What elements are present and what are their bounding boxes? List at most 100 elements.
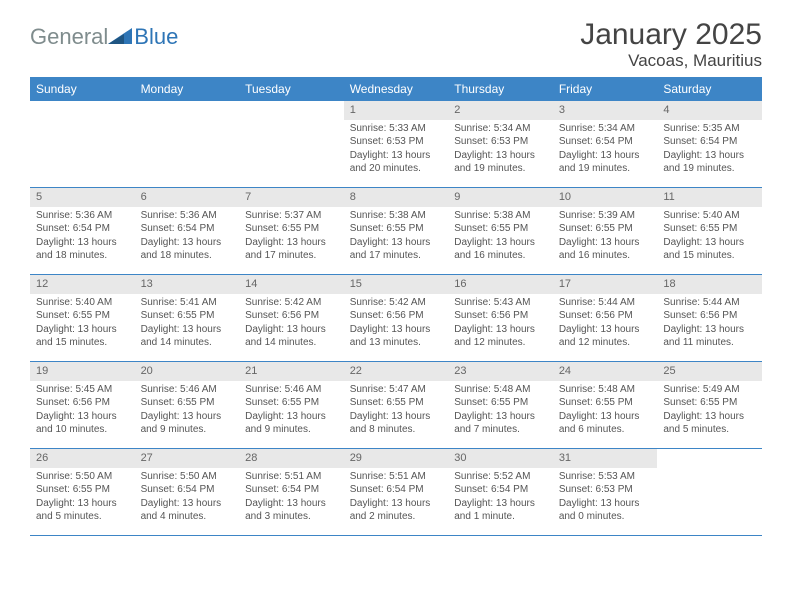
calendar-cell: 29Sunrise: 5:51 AMSunset: 6:54 PMDayligh… [344,449,449,536]
day-details: Sunrise: 5:47 AMSunset: 6:55 PMDaylight:… [344,381,449,441]
day-number: 4 [657,101,762,120]
day-number: 20 [135,362,240,381]
calendar-cell: 21Sunrise: 5:46 AMSunset: 6:55 PMDayligh… [239,362,344,449]
day-number: 11 [657,188,762,207]
day-details: Sunrise: 5:45 AMSunset: 6:56 PMDaylight:… [30,381,135,441]
day-details: Sunrise: 5:51 AMSunset: 6:54 PMDaylight:… [239,468,344,528]
day-number: 22 [344,362,449,381]
day-details: Sunrise: 5:36 AMSunset: 6:54 PMDaylight:… [135,207,240,267]
calendar-row: 26Sunrise: 5:50 AMSunset: 6:55 PMDayligh… [30,449,762,536]
day-number: 24 [553,362,658,381]
calendar-cell: 1Sunrise: 5:33 AMSunset: 6:53 PMDaylight… [344,101,449,188]
calendar-row: 19Sunrise: 5:45 AMSunset: 6:56 PMDayligh… [30,362,762,449]
day-number: 27 [135,449,240,468]
day-details: Sunrise: 5:43 AMSunset: 6:56 PMDaylight:… [448,294,553,354]
calendar-cell: 6Sunrise: 5:36 AMSunset: 6:54 PMDaylight… [135,188,240,275]
day-number: 26 [30,449,135,468]
weekday-header: Thursday [448,78,553,101]
day-number: 8 [344,188,449,207]
calendar-row: 12Sunrise: 5:40 AMSunset: 6:55 PMDayligh… [30,275,762,362]
weekday-header-row: Sunday Monday Tuesday Wednesday Thursday… [30,78,762,101]
day-details: Sunrise: 5:46 AMSunset: 6:55 PMDaylight:… [239,381,344,441]
day-number: 14 [239,275,344,294]
day-number: 12 [30,275,135,294]
day-number: 21 [239,362,344,381]
calendar-cell: 19Sunrise: 5:45 AMSunset: 6:56 PMDayligh… [30,362,135,449]
calendar-cell: 16Sunrise: 5:43 AMSunset: 6:56 PMDayligh… [448,275,553,362]
calendar-cell: 15Sunrise: 5:42 AMSunset: 6:56 PMDayligh… [344,275,449,362]
calendar-page: General Blue January 2025 Vacoas, Maurit… [0,0,792,554]
day-number: 23 [448,362,553,381]
day-number: 30 [448,449,553,468]
calendar-cell [239,101,344,188]
day-details: Sunrise: 5:48 AMSunset: 6:55 PMDaylight:… [553,381,658,441]
day-number: 16 [448,275,553,294]
calendar-cell: 5Sunrise: 5:36 AMSunset: 6:54 PMDaylight… [30,188,135,275]
location: Vacoas, Mauritius [580,51,762,71]
calendar-cell: 4Sunrise: 5:35 AMSunset: 6:54 PMDaylight… [657,101,762,188]
logo-text-a: General [30,24,108,50]
calendar-cell: 26Sunrise: 5:50 AMSunset: 6:55 PMDayligh… [30,449,135,536]
day-number: 19 [30,362,135,381]
calendar-cell: 20Sunrise: 5:46 AMSunset: 6:55 PMDayligh… [135,362,240,449]
weekday-header: Tuesday [239,78,344,101]
calendar-cell: 17Sunrise: 5:44 AMSunset: 6:56 PMDayligh… [553,275,658,362]
calendar-cell: 24Sunrise: 5:48 AMSunset: 6:55 PMDayligh… [553,362,658,449]
day-number: 1 [344,101,449,120]
day-details: Sunrise: 5:41 AMSunset: 6:55 PMDaylight:… [135,294,240,354]
day-number: 31 [553,449,658,468]
day-details: Sunrise: 5:35 AMSunset: 6:54 PMDaylight:… [657,120,762,180]
header-row: General Blue January 2025 Vacoas, Maurit… [30,18,762,71]
day-details: Sunrise: 5:50 AMSunset: 6:55 PMDaylight:… [30,468,135,528]
day-details: Sunrise: 5:34 AMSunset: 6:54 PMDaylight:… [553,120,658,180]
calendar-cell: 13Sunrise: 5:41 AMSunset: 6:55 PMDayligh… [135,275,240,362]
day-details: Sunrise: 5:44 AMSunset: 6:56 PMDaylight:… [553,294,658,354]
day-details: Sunrise: 5:49 AMSunset: 6:55 PMDaylight:… [657,381,762,441]
weekday-header: Saturday [657,78,762,101]
day-details: Sunrise: 5:38 AMSunset: 6:55 PMDaylight:… [344,207,449,267]
calendar-cell [657,449,762,536]
calendar-cell: 22Sunrise: 5:47 AMSunset: 6:55 PMDayligh… [344,362,449,449]
calendar-cell [30,101,135,188]
day-details: Sunrise: 5:42 AMSunset: 6:56 PMDaylight:… [239,294,344,354]
day-details: Sunrise: 5:40 AMSunset: 6:55 PMDaylight:… [657,207,762,267]
day-details: Sunrise: 5:37 AMSunset: 6:55 PMDaylight:… [239,207,344,267]
calendar-row: 1Sunrise: 5:33 AMSunset: 6:53 PMDaylight… [30,101,762,188]
day-number: 3 [553,101,658,120]
day-details: Sunrise: 5:44 AMSunset: 6:56 PMDaylight:… [657,294,762,354]
weekday-header: Friday [553,78,658,101]
day-number: 5 [30,188,135,207]
calendar-cell: 14Sunrise: 5:42 AMSunset: 6:56 PMDayligh… [239,275,344,362]
logo: General Blue [30,24,178,50]
day-number: 25 [657,362,762,381]
day-details: Sunrise: 5:48 AMSunset: 6:55 PMDaylight:… [448,381,553,441]
calendar-body: 1Sunrise: 5:33 AMSunset: 6:53 PMDaylight… [30,101,762,536]
weekday-header: Monday [135,78,240,101]
day-number: 28 [239,449,344,468]
day-number: 9 [448,188,553,207]
day-details: Sunrise: 5:53 AMSunset: 6:53 PMDaylight:… [553,468,658,528]
day-number: 18 [657,275,762,294]
weekday-header: Sunday [30,78,135,101]
calendar-cell: 8Sunrise: 5:38 AMSunset: 6:55 PMDaylight… [344,188,449,275]
day-details: Sunrise: 5:50 AMSunset: 6:54 PMDaylight:… [135,468,240,528]
day-details: Sunrise: 5:33 AMSunset: 6:53 PMDaylight:… [344,120,449,180]
calendar-cell: 28Sunrise: 5:51 AMSunset: 6:54 PMDayligh… [239,449,344,536]
day-number: 15 [344,275,449,294]
day-number: 13 [135,275,240,294]
day-number: 7 [239,188,344,207]
day-number: 6 [135,188,240,207]
logo-text-b: Blue [134,24,178,50]
calendar-cell: 3Sunrise: 5:34 AMSunset: 6:54 PMDaylight… [553,101,658,188]
calendar-cell: 31Sunrise: 5:53 AMSunset: 6:53 PMDayligh… [553,449,658,536]
day-details: Sunrise: 5:51 AMSunset: 6:54 PMDaylight:… [344,468,449,528]
day-details: Sunrise: 5:52 AMSunset: 6:54 PMDaylight:… [448,468,553,528]
calendar-table: Sunday Monday Tuesday Wednesday Thursday… [30,77,762,536]
calendar-cell [135,101,240,188]
day-details: Sunrise: 5:40 AMSunset: 6:55 PMDaylight:… [30,294,135,354]
weekday-header: Wednesday [344,78,449,101]
month-title: January 2025 [580,18,762,51]
calendar-cell: 25Sunrise: 5:49 AMSunset: 6:55 PMDayligh… [657,362,762,449]
title-block: January 2025 Vacoas, Mauritius [580,18,762,71]
calendar-cell: 18Sunrise: 5:44 AMSunset: 6:56 PMDayligh… [657,275,762,362]
